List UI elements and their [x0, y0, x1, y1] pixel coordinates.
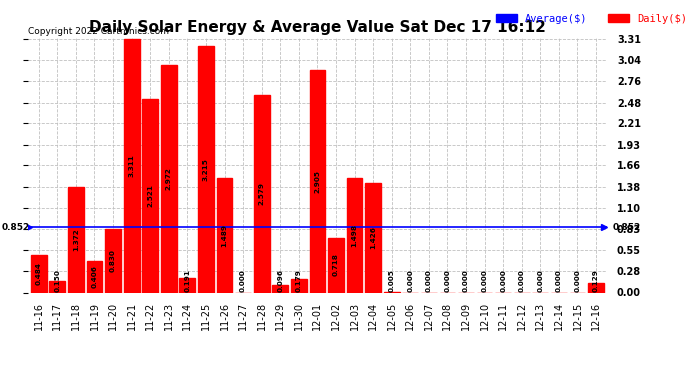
Bar [142, 99, 158, 292]
Bar [254, 95, 270, 292]
Text: 1.372: 1.372 [73, 229, 79, 251]
Bar [50, 281, 66, 292]
Text: 3.311: 3.311 [128, 154, 135, 177]
Text: 3.215: 3.215 [203, 158, 209, 181]
Text: 0.484: 0.484 [36, 262, 42, 285]
Text: 0.129: 0.129 [593, 269, 599, 292]
Text: 0.000: 0.000 [556, 269, 562, 292]
Text: 0.000: 0.000 [444, 269, 451, 292]
Bar [328, 237, 344, 292]
Text: 2.905: 2.905 [315, 170, 320, 193]
Bar [310, 70, 325, 292]
Bar [179, 278, 195, 292]
Text: 0.191: 0.191 [184, 269, 190, 292]
Title: Daily Solar Energy & Average Value Sat Dec 17 16:12: Daily Solar Energy & Average Value Sat D… [89, 20, 546, 35]
Bar [124, 39, 139, 292]
Text: 0.000: 0.000 [575, 269, 580, 292]
Text: 0.000: 0.000 [463, 269, 469, 292]
Text: 0.000: 0.000 [426, 269, 432, 292]
Text: 0.150: 0.150 [55, 269, 60, 292]
Bar [588, 283, 604, 292]
Bar [105, 229, 121, 292]
Bar [161, 65, 177, 292]
Bar [68, 188, 83, 292]
Text: 0.830: 0.830 [110, 249, 116, 272]
Text: 0.096: 0.096 [277, 269, 284, 292]
Text: 0.718: 0.718 [333, 254, 339, 276]
Text: 2.972: 2.972 [166, 167, 172, 190]
Text: 0.852: 0.852 [613, 223, 641, 232]
Legend: Average($), Daily($): Average($), Daily($) [492, 9, 690, 28]
Text: 2.579: 2.579 [259, 182, 265, 205]
Text: 1.498: 1.498 [351, 224, 357, 247]
Bar [217, 178, 233, 292]
Bar [86, 261, 102, 292]
Text: 0.000: 0.000 [240, 269, 246, 292]
Text: 0.005: 0.005 [388, 269, 395, 292]
Bar [365, 183, 381, 292]
Text: 0.000: 0.000 [519, 269, 525, 292]
Text: 1.426: 1.426 [370, 226, 376, 249]
Text: 2.521: 2.521 [147, 184, 153, 207]
Bar [346, 178, 362, 292]
Text: 0.179: 0.179 [296, 269, 302, 292]
Bar [198, 46, 214, 292]
Text: 0.000: 0.000 [500, 269, 506, 292]
Text: 0.000: 0.000 [407, 269, 413, 292]
Text: Copyright 2022 Cartronics.com: Copyright 2022 Cartronics.com [28, 27, 168, 36]
Text: 0.000: 0.000 [482, 269, 488, 292]
Text: 1.489: 1.489 [221, 224, 228, 247]
Text: 0.852: 0.852 [1, 223, 30, 232]
Text: 0.406: 0.406 [92, 266, 97, 288]
Bar [31, 255, 47, 292]
Text: 0.000: 0.000 [538, 269, 543, 292]
Bar [273, 285, 288, 292]
Bar [291, 279, 307, 292]
